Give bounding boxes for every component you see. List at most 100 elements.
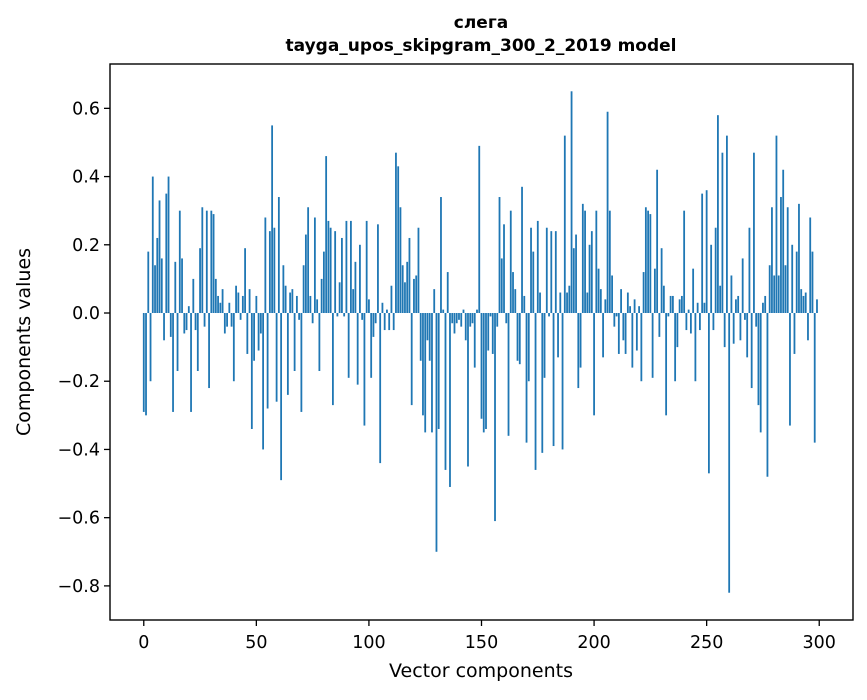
bar	[800, 289, 803, 314]
bar	[363, 313, 366, 426]
x-tick-label: 300	[803, 633, 836, 653]
bar	[633, 299, 636, 313]
bar	[503, 224, 505, 314]
bar	[608, 210, 611, 313]
bar	[388, 313, 391, 331]
bar	[228, 302, 231, 313]
bar	[390, 285, 393, 314]
y-tick-label: 0.4	[72, 168, 100, 188]
bar	[712, 313, 715, 331]
bar	[489, 313, 492, 317]
bar	[478, 145, 481, 314]
x-tick-label: 250	[690, 633, 723, 653]
y-tick-label: −0.6	[58, 509, 101, 529]
bar	[521, 186, 523, 314]
bar	[527, 313, 530, 382]
bar	[678, 299, 681, 313]
bar	[442, 309, 445, 314]
bar	[816, 299, 818, 313]
bar	[208, 313, 210, 389]
bar	[154, 265, 156, 313]
bar	[230, 313, 233, 327]
bar	[728, 313, 731, 593]
bar	[460, 313, 463, 327]
bar	[584, 210, 586, 313]
y-tick-label: 0.2	[72, 236, 100, 256]
bar	[798, 203, 800, 313]
x-tick-label: 100	[352, 633, 385, 653]
bar	[613, 313, 616, 327]
bar	[813, 313, 816, 443]
bar	[325, 156, 328, 314]
bar	[298, 313, 301, 320]
bar	[347, 313, 350, 378]
bar	[568, 285, 571, 314]
bar	[516, 313, 519, 361]
bar	[701, 193, 704, 314]
bar	[295, 295, 298, 314]
bar	[577, 313, 580, 389]
bar	[372, 313, 375, 337]
bar	[714, 227, 717, 314]
bar	[753, 152, 755, 314]
bar	[642, 272, 645, 313]
bar	[784, 265, 787, 313]
bar	[341, 237, 343, 313]
bar	[397, 166, 400, 313]
bar	[455, 313, 458, 324]
bar	[205, 210, 208, 313]
bar	[759, 313, 762, 433]
bar	[433, 289, 436, 314]
bar	[374, 313, 377, 324]
bar	[635, 313, 638, 351]
bar	[275, 313, 278, 402]
bar	[311, 313, 314, 324]
bar	[543, 313, 546, 378]
bar	[726, 135, 728, 313]
bar	[588, 244, 591, 314]
bar	[687, 309, 690, 314]
bar	[309, 295, 312, 314]
bar	[768, 265, 771, 313]
bar	[444, 313, 447, 470]
y-tick-label: 0.6	[72, 99, 100, 119]
bar	[408, 237, 411, 313]
bar	[624, 313, 627, 354]
bar	[377, 224, 379, 314]
bar	[313, 217, 316, 314]
y-tick-label: −0.2	[58, 372, 101, 392]
bar	[469, 313, 472, 327]
bar	[500, 258, 503, 314]
bar	[181, 258, 183, 314]
bar	[183, 313, 186, 334]
bar	[552, 313, 555, 447]
bar	[264, 217, 267, 314]
bar	[597, 268, 600, 313]
bar	[708, 313, 710, 474]
bar	[273, 227, 276, 314]
bar	[449, 313, 451, 487]
bar	[604, 299, 607, 313]
bar	[739, 313, 742, 341]
bar	[777, 275, 780, 313]
bar	[656, 169, 659, 313]
bar	[539, 292, 541, 314]
bar	[710, 244, 713, 314]
bar	[156, 237, 159, 313]
bar	[194, 313, 197, 331]
bar	[163, 313, 165, 341]
bar	[446, 272, 449, 313]
bar	[201, 207, 204, 313]
bar	[676, 313, 679, 348]
x-tick-label: 50	[245, 633, 267, 653]
bar	[620, 289, 622, 314]
bar	[370, 313, 373, 378]
bar	[534, 313, 537, 470]
bar	[280, 313, 283, 481]
bar	[350, 220, 352, 314]
bar	[289, 292, 292, 314]
bar	[570, 91, 573, 314]
bar	[496, 313, 499, 327]
